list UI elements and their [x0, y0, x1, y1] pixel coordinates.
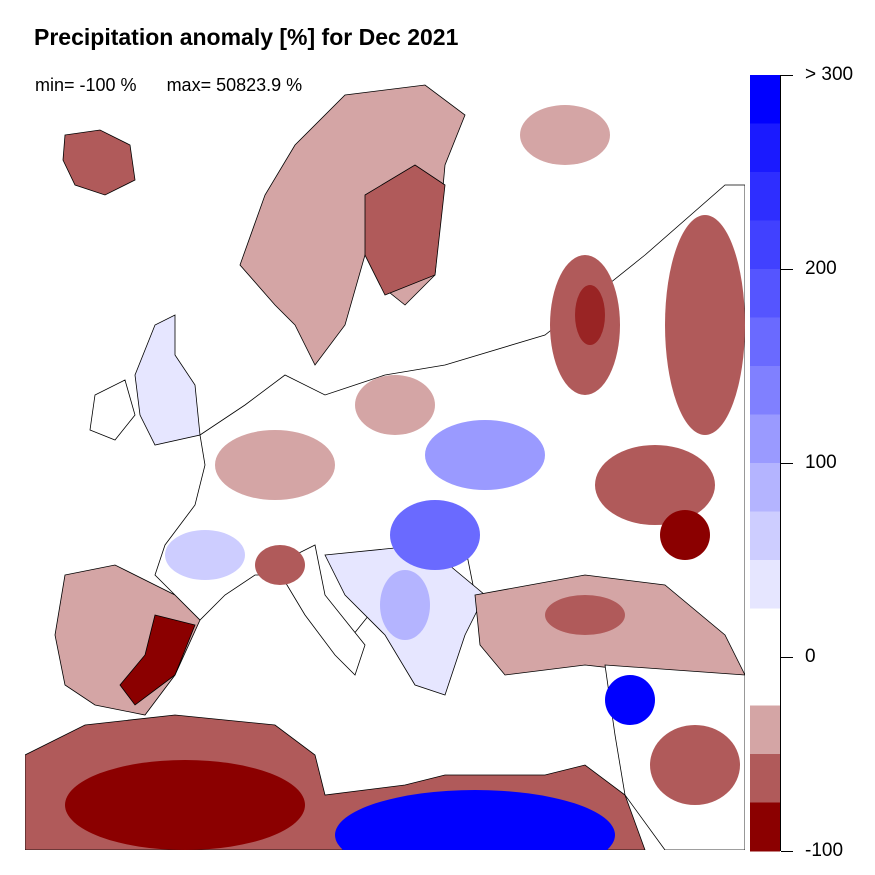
dry-east: [665, 215, 745, 435]
colorbar-bin: [750, 75, 780, 124]
wet-ukraine: [425, 420, 545, 490]
colorbar-bin: [750, 754, 780, 803]
colorbar-bin: [750, 414, 780, 464]
dry-caucasus: [595, 445, 715, 525]
colorbar-bin: [750, 463, 780, 512]
max-stat: max= 50823.9 %: [166, 75, 303, 95]
wet-egypt: [335, 790, 615, 850]
ireland: [89, 379, 136, 441]
dry-sahara: [65, 760, 305, 850]
britain: [134, 314, 201, 446]
colorbar-tick-label: 100: [805, 452, 837, 473]
colorbar-bin: [750, 269, 780, 318]
dry-alps: [255, 545, 305, 585]
wet-france: [165, 530, 245, 580]
chart-title: Precipitation anomaly [%] for Dec 2021: [34, 24, 459, 50]
colorbar-bin: [750, 802, 780, 852]
colorbar-bin: [750, 123, 780, 173]
colorbar: [750, 75, 781, 852]
dry-france: [215, 430, 335, 500]
colorbar-bin: [750, 220, 780, 270]
colorbar-bin: [750, 366, 780, 415]
dry-turkey: [545, 595, 625, 635]
anomaly-map: [25, 84, 745, 850]
wet-romania: [390, 500, 480, 570]
dry-syria: [650, 725, 740, 805]
colorbar-bin: [750, 317, 780, 367]
min-stat: min= -100 %: [35, 75, 137, 95]
colorbar-bin: [750, 608, 780, 706]
colorbar-bin: [750, 172, 780, 221]
colorbar-tick: [781, 463, 793, 464]
dry-caucasus-core: [660, 510, 710, 560]
scandinavia: [239, 84, 466, 366]
east-spain: [119, 614, 196, 706]
colorbar-bin: [750, 705, 780, 755]
colorbar-tick-label: 200: [805, 258, 837, 279]
colorbar-tick-label: > 300: [805, 64, 854, 85]
finland: [364, 164, 446, 296]
colorbar-tick: [781, 851, 793, 852]
colorbar-tick-label: -100: [805, 840, 844, 861]
dry-poland: [355, 375, 435, 435]
colorbar-tick: [781, 75, 793, 76]
dry-russia-core: [575, 285, 605, 345]
colorbar-bin: [750, 511, 780, 561]
min-max-stats: min= -100 % max= 50823.9 %: [35, 75, 332, 96]
colorbar-bin: [750, 560, 780, 609]
iceland: [62, 129, 136, 196]
wet-levant: [605, 675, 655, 725]
colorbar-tick-label: 0: [805, 646, 816, 667]
colorbar-tick: [781, 269, 793, 270]
wet-balkans: [380, 570, 430, 640]
dry-northrussia: [520, 105, 610, 165]
colorbar-tick: [781, 657, 793, 658]
